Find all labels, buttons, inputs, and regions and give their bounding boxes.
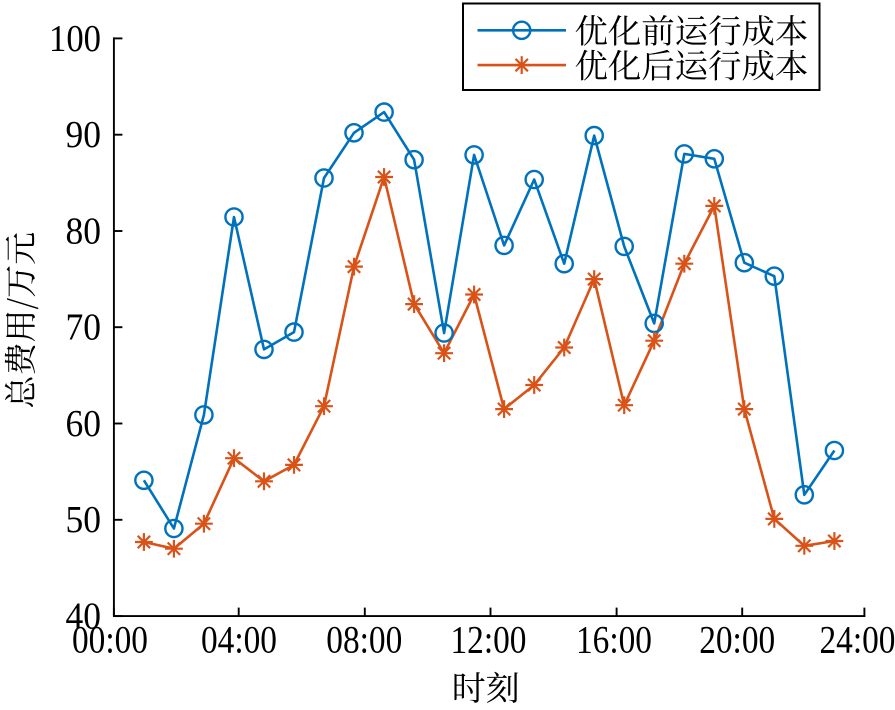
svg-text:04:00: 04:00 [201,618,277,661]
svg-text:50: 50 [66,499,102,541]
svg-text:60: 60 [66,403,102,445]
svg-text:100: 100 [49,18,101,60]
svg-text:16:00: 16:00 [576,618,652,661]
svg-text:80: 80 [66,210,102,252]
svg-text:00:00: 00:00 [72,618,148,661]
svg-text:08:00: 08:00 [326,618,402,661]
svg-text:12:00: 12:00 [451,618,527,661]
svg-text:70: 70 [66,307,102,349]
svg-text:20:00: 20:00 [699,618,775,661]
svg-text:90: 90 [66,114,102,156]
svg-text:24:00: 24:00 [820,618,895,661]
